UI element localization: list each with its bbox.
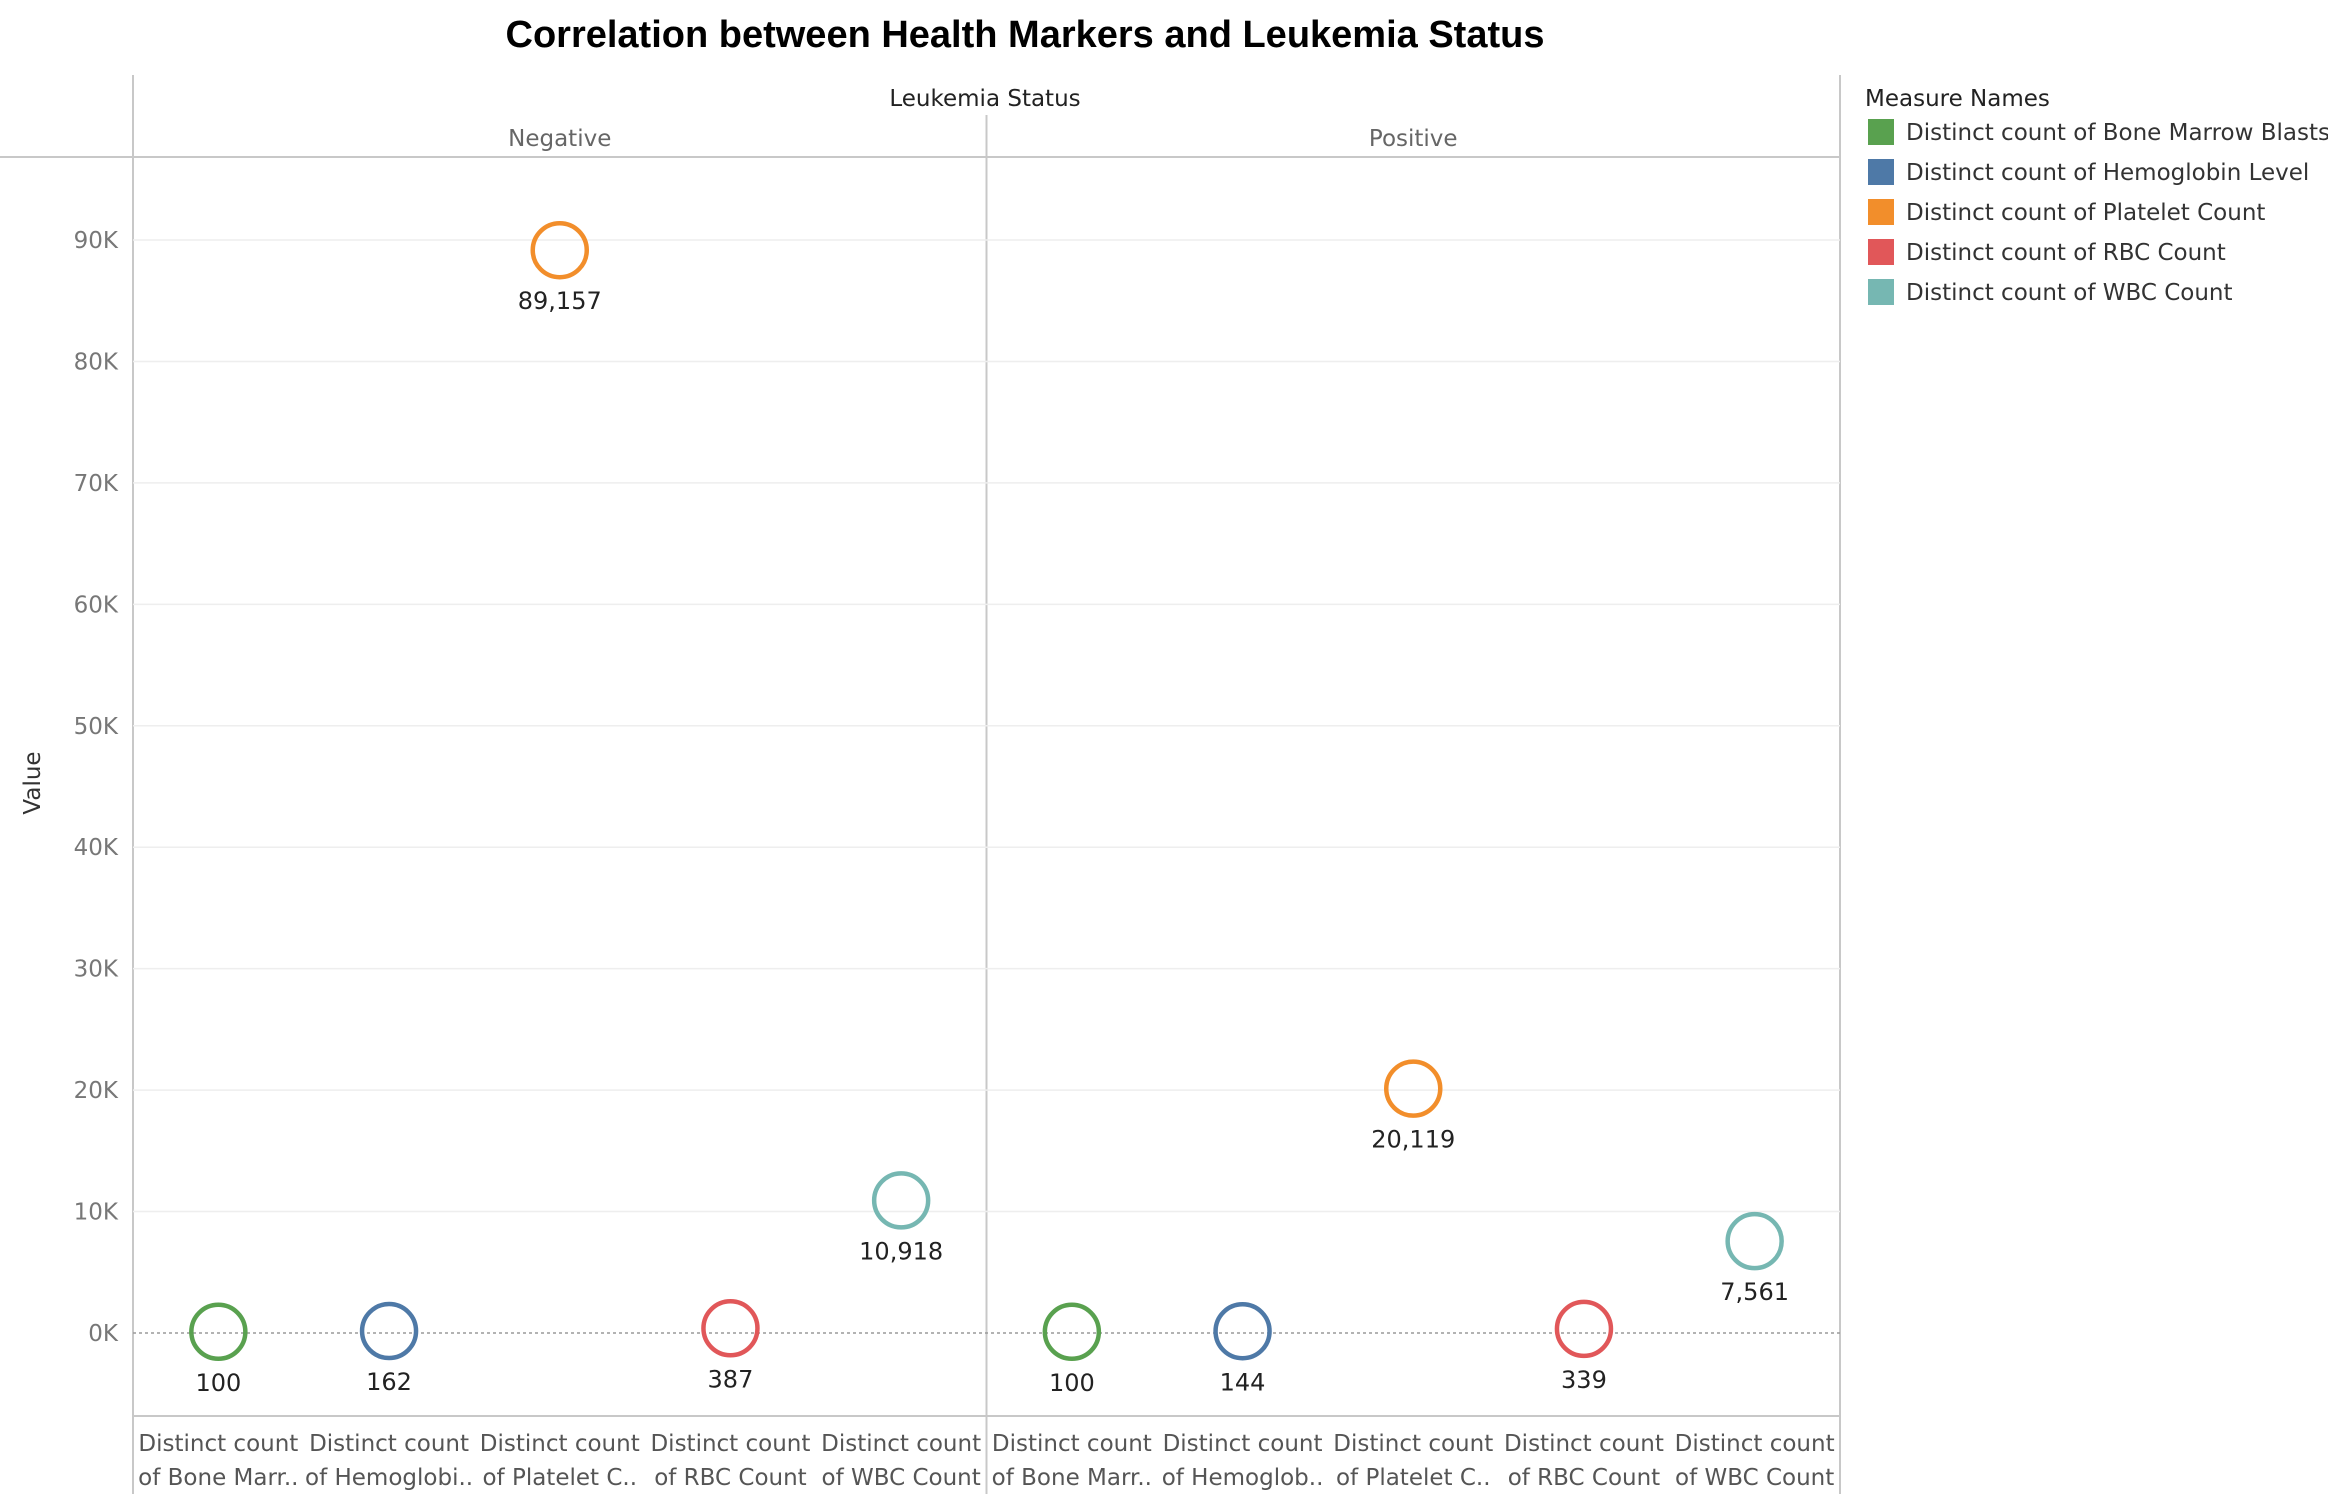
x-tick-label: Distinct count <box>309 1431 469 1457</box>
panel-labels: Negative Positive <box>508 126 1457 152</box>
legend-swatch <box>1868 199 1894 225</box>
panel-label-negative: Negative <box>508 126 611 152</box>
y-axis-ticks: 0K 10K 20K 30K 40K 50K 60K 70K 80K 90K <box>74 228 119 1347</box>
x-tick-label: Distinct count <box>138 1431 298 1457</box>
data-label: 100 <box>195 1369 241 1397</box>
legend-swatch <box>1868 159 1894 185</box>
x-tick-label: Distinct count <box>1333 1431 1493 1457</box>
x-tick-label: of RBC Count <box>654 1465 807 1491</box>
x-axis-ticks: Distinct count of Bone Marr.. Distinct cou… <box>138 1431 1834 1491</box>
data-point <box>1554 1299 1614 1359</box>
data-label: 144 <box>1220 1368 1266 1396</box>
data-point <box>1384 1059 1443 1118</box>
legend-swatch <box>1868 279 1894 305</box>
data-point <box>1042 1302 1102 1362</box>
x-tick-label: Distinct count <box>650 1431 810 1457</box>
x-tick-label: Distinct count <box>1504 1431 1664 1457</box>
x-tick-label: of RBC Count <box>1508 1465 1661 1491</box>
legend-swatch <box>1868 119 1894 145</box>
y-tick-label: 0K <box>88 1321 119 1347</box>
data-label: 162 <box>366 1368 412 1396</box>
y-tick-label: 70K <box>74 471 119 497</box>
column-header-title: Leukemia Status <box>889 86 1080 112</box>
data-label: 10,918 <box>859 1237 943 1265</box>
legend-entry: Distinct count of WBC Count <box>1906 280 2233 306</box>
chart-frame <box>0 75 1841 1494</box>
data-point <box>530 220 589 280</box>
x-tick-label: of Bone Marr.. <box>138 1465 298 1491</box>
x-tick-label: Distinct count <box>480 1431 640 1457</box>
x-tick-label: of Platelet C.. <box>1336 1465 1491 1491</box>
data-point <box>701 1299 760 1358</box>
gridlines <box>133 239 1840 1334</box>
legend-entry: Distinct count of Hemoglobin Level <box>1906 160 2309 186</box>
data-point <box>1725 1211 1784 1271</box>
x-tick-label: Distinct count <box>1675 1431 1835 1457</box>
chart-title: Correlation between Health Markers and L… <box>506 14 1545 56</box>
x-tick-label: of Hemoglob.. <box>1162 1465 1324 1491</box>
x-tick-label: Distinct count <box>821 1431 981 1457</box>
data-label: 339 <box>1561 1366 1607 1394</box>
x-tick-label: Distinct count <box>1163 1431 1323 1457</box>
legend-entry: Distinct count of RBC Count <box>1906 240 2226 266</box>
y-tick-label: 30K <box>74 957 119 983</box>
x-tick-label: Distinct count <box>992 1431 1152 1457</box>
data-labels: 100 162 89,157 387 10,918 100 144 20,119 339 7,56… <box>195 287 1789 1397</box>
legend-swatch <box>1868 239 1894 265</box>
y-axis-label: Value <box>20 751 46 814</box>
y-tick-label: 90K <box>74 228 119 254</box>
data-point <box>871 1171 931 1230</box>
legend-entry: Distinct count of Bone Marrow Blasts <box>1906 120 2328 146</box>
y-tick-label: 40K <box>74 835 119 861</box>
y-tick-label: 10K <box>74 1200 119 1226</box>
x-tick-label: of WBC Count <box>822 1465 981 1491</box>
legend: Measure Names Distinct count of Bone Mar… <box>1865 86 2328 306</box>
data-point <box>359 1301 419 1361</box>
data-label: 100 <box>1049 1369 1095 1397</box>
y-tick-label: 20K <box>74 1078 119 1104</box>
x-tick-label: of Bone Marr.. <box>992 1465 1152 1491</box>
panel-label-positive: Positive <box>1369 126 1458 152</box>
marks <box>189 220 1784 1362</box>
data-label: 89,157 <box>518 287 602 315</box>
data-label: 7,561 <box>1720 1278 1789 1306</box>
data-label: 387 <box>708 1365 754 1393</box>
y-tick-label: 60K <box>74 592 119 618</box>
legend-entry: Distinct count of Platelet Count <box>1906 200 2265 226</box>
data-point <box>189 1302 248 1362</box>
data-point <box>1213 1302 1272 1361</box>
y-tick-label: 50K <box>74 714 119 740</box>
x-tick-label: of Hemoglobi.. <box>305 1465 473 1491</box>
x-tick-label: of WBC Count <box>1675 1465 1834 1491</box>
data-label: 20,119 <box>1371 1126 1455 1154</box>
x-tick-label: of Platelet C.. <box>482 1465 637 1491</box>
y-tick-label: 80K <box>74 349 119 375</box>
legend-title: Measure Names <box>1865 86 2050 112</box>
